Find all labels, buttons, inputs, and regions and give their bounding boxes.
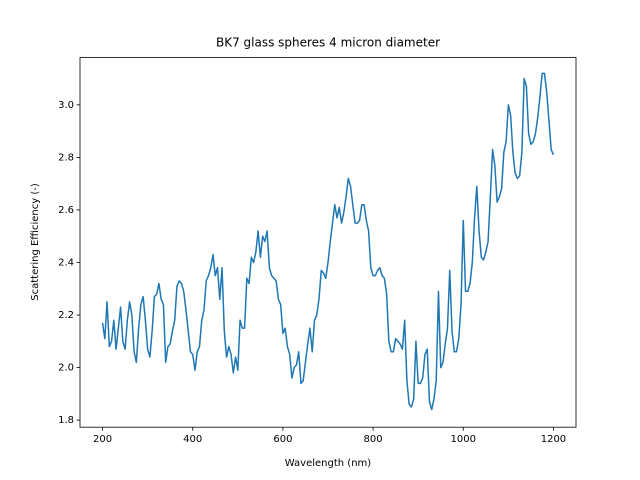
y-tick-label: 2.4 bbox=[58, 257, 74, 268]
x-tick-label: 1200 bbox=[541, 434, 566, 445]
x-tick-label: 1000 bbox=[451, 434, 476, 445]
data-line bbox=[101, 72, 555, 411]
x-tick-label: 400 bbox=[183, 434, 202, 445]
x-tick-label: 200 bbox=[93, 434, 112, 445]
x-axis-label: Wavelength (nm) bbox=[285, 458, 371, 469]
chart-title: BK7 glass spheres 4 micron diameter bbox=[216, 36, 440, 50]
y-tick-label: 2.2 bbox=[58, 310, 74, 321]
y-tick-label: 2.6 bbox=[58, 205, 74, 216]
y-tick-label: 2.0 bbox=[58, 363, 74, 374]
y-tick-label: 3.0 bbox=[58, 100, 74, 111]
x-tick-label: 800 bbox=[364, 434, 383, 445]
y-tick-label: 1.8 bbox=[58, 415, 74, 426]
y-axis-label: Scattering Efficiency (-) bbox=[30, 183, 41, 301]
axes-frame bbox=[79, 57, 577, 428]
x-tick-label: 600 bbox=[273, 434, 292, 445]
y-tick-label: 2.8 bbox=[58, 152, 74, 163]
